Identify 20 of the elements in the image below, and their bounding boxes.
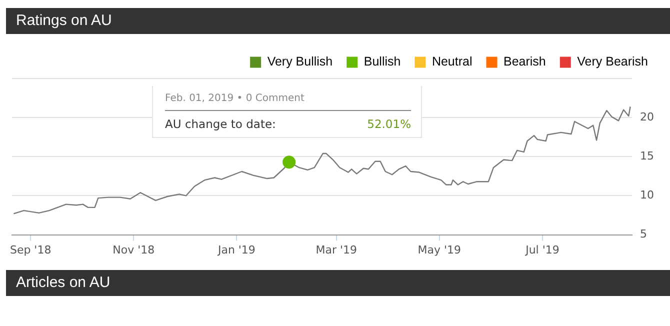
legend-label: Very Bearish	[577, 54, 648, 69]
annotation: Feb. 01, 2019 • 0 Comment	[165, 86, 411, 111]
x-tick-label: Sep '18	[10, 243, 52, 256]
x-tick-label: Nov '18	[112, 243, 155, 256]
legend-label: Very Bullish	[267, 54, 333, 69]
annotation: 52.01%	[367, 117, 411, 131]
x-tick-label: May '19	[418, 243, 462, 256]
y-tick-label: 20	[640, 110, 654, 124]
legend-label: Neutral	[432, 54, 472, 69]
legend-label: Bearish	[504, 54, 546, 69]
legend-label: Bullish	[364, 54, 401, 69]
x-tick-label: Mar '19	[316, 243, 357, 256]
x-tick-label: Jul '19	[524, 243, 560, 256]
text: Articles on AU	[6, 270, 670, 296]
y-tick-label: 10	[640, 188, 654, 202]
chart-title: Ratings on AU	[6, 8, 670, 34]
x-tick-label: Jan '19	[216, 243, 256, 256]
annotation: AU change to date:	[165, 117, 276, 131]
y-tick-label: 5	[640, 228, 648, 241]
y-tick-label: 15	[640, 150, 654, 163]
